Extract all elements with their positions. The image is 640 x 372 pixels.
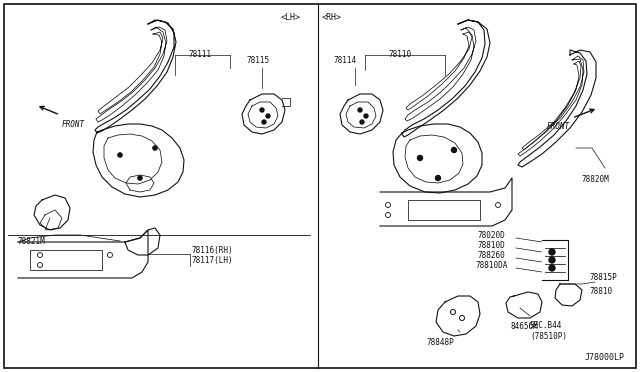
Polygon shape bbox=[125, 228, 160, 255]
Polygon shape bbox=[393, 124, 482, 193]
Text: 78810: 78810 bbox=[590, 286, 613, 295]
Text: 78110: 78110 bbox=[388, 50, 412, 59]
Text: <RH>: <RH> bbox=[322, 13, 342, 22]
Text: 84656M: 84656M bbox=[510, 322, 538, 331]
Circle shape bbox=[358, 108, 362, 112]
Polygon shape bbox=[436, 296, 480, 336]
Text: 788260: 788260 bbox=[478, 250, 506, 260]
Circle shape bbox=[260, 108, 264, 112]
Polygon shape bbox=[555, 284, 582, 306]
Circle shape bbox=[417, 155, 422, 160]
Text: 78820M: 78820M bbox=[581, 175, 609, 184]
Text: 78848P: 78848P bbox=[426, 338, 454, 347]
Text: 78815P: 78815P bbox=[590, 273, 618, 282]
Circle shape bbox=[360, 120, 364, 124]
Text: <LH>: <LH> bbox=[281, 13, 301, 22]
Circle shape bbox=[152, 145, 157, 151]
Polygon shape bbox=[340, 94, 383, 134]
Text: 78020D: 78020D bbox=[478, 231, 506, 240]
Circle shape bbox=[364, 114, 368, 118]
Polygon shape bbox=[34, 195, 70, 230]
Polygon shape bbox=[242, 94, 285, 134]
Circle shape bbox=[549, 249, 555, 255]
Polygon shape bbox=[93, 124, 184, 197]
Circle shape bbox=[262, 120, 266, 124]
Text: 78114: 78114 bbox=[333, 56, 356, 65]
Text: 78117(LH): 78117(LH) bbox=[192, 256, 234, 264]
Bar bbox=[30, 250, 102, 270]
Text: J78000LP: J78000LP bbox=[585, 353, 625, 362]
Text: 78810DA: 78810DA bbox=[476, 260, 508, 269]
Text: (78510P): (78510P) bbox=[530, 331, 567, 340]
Polygon shape bbox=[380, 178, 512, 226]
Text: 78810D: 78810D bbox=[478, 241, 506, 250]
Polygon shape bbox=[18, 230, 148, 278]
Circle shape bbox=[451, 148, 456, 153]
Text: 78115: 78115 bbox=[246, 56, 269, 65]
Bar bbox=[408, 200, 480, 220]
Circle shape bbox=[266, 114, 270, 118]
Circle shape bbox=[435, 176, 440, 180]
Polygon shape bbox=[506, 292, 542, 318]
Circle shape bbox=[549, 265, 555, 271]
Circle shape bbox=[138, 176, 143, 180]
Text: SEC.B44: SEC.B44 bbox=[530, 321, 563, 330]
Text: FRONT: FRONT bbox=[547, 122, 570, 131]
Polygon shape bbox=[542, 240, 568, 280]
Circle shape bbox=[549, 257, 555, 263]
Text: 78111: 78111 bbox=[188, 50, 212, 59]
Text: FRONT: FRONT bbox=[62, 120, 85, 129]
Text: 78116(RH): 78116(RH) bbox=[192, 246, 234, 254]
Text: 78821M: 78821M bbox=[18, 237, 45, 247]
Circle shape bbox=[118, 153, 122, 157]
